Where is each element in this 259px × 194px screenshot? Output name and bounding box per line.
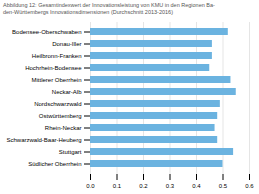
svg-text:Rhein-Neckar: Rhein-Neckar (45, 125, 82, 131)
svg-text:Mittlerer Oberrhein: Mittlerer Oberrhein (31, 77, 81, 83)
html-text:Abbildung 12: Gesamtindexwert: Abbildung 12: Gesamtindexwert der Innova… (3, 2, 215, 8)
svg-text:0.2: 0.2 (139, 183, 148, 189)
svg-text:0.6: 0.6 (245, 183, 254, 189)
svg-text:Hochrhein-Bodensee: Hochrhein-Bodensee (25, 65, 82, 71)
svg-text:0.1: 0.1 (113, 183, 122, 189)
svg-text:0.3: 0.3 (166, 183, 175, 189)
svg-text:Schwarzwald-Baar-Heuberg: Schwarzwald-Baar-Heuberg (6, 137, 81, 143)
svg-text:Stuttgart: Stuttgart (59, 149, 82, 155)
svg-text:Nordschwarzwald: Nordschwarzwald (34, 101, 81, 107)
svg-text:Bodensee-Oberschwaben: Bodensee-Oberschwaben (12, 29, 81, 35)
svg-text:Ostwürttemberg: Ostwürttemberg (39, 113, 82, 119)
svg-text:0.4: 0.4 (192, 183, 201, 189)
svg-text:Donau-Iller: Donau-Iller (52, 41, 81, 47)
html-text:den-Württembergs Innovationsdi: den-Württembergs Innovationsdimensionen … (3, 9, 173, 15)
svg-text:0.5: 0.5 (219, 183, 228, 189)
svg-text:Heilbronn-Franken: Heilbronn-Franken (32, 53, 82, 59)
svg-text:Südlicher Oberrhein: Südlicher Oberrhein (28, 161, 81, 167)
svg-text:Neckar-Alb: Neckar-Alb (52, 89, 82, 95)
svg-text:0.0: 0.0 (86, 183, 95, 189)
